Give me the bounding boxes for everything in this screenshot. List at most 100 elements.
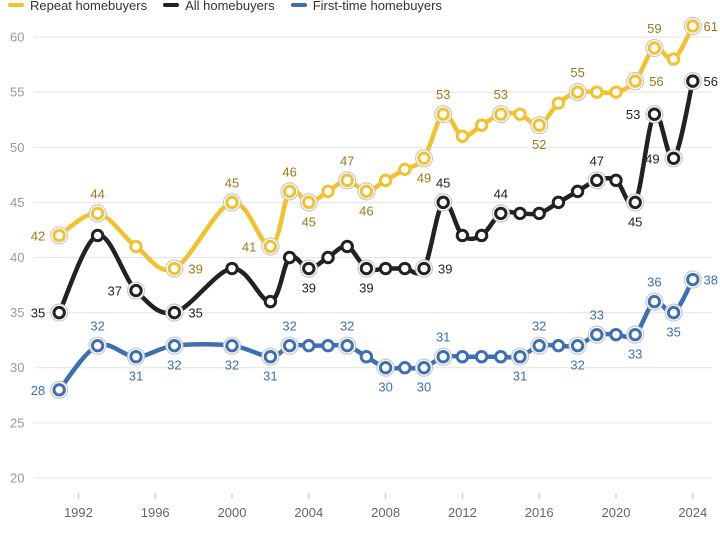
marker-first-time-2003[interactable] [282, 338, 297, 353]
marker-repeat-2011[interactable] [436, 107, 450, 121]
marker-first-time-2022[interactable] [647, 294, 662, 309]
marker-first-time-2000[interactable] [225, 338, 239, 353]
marker-repeat-2019[interactable] [590, 85, 604, 99]
marker-first-time-2008[interactable] [378, 361, 393, 375]
marker-first-time-2021[interactable] [628, 327, 642, 342]
marker-all-2023[interactable] [666, 151, 681, 165]
marker-repeat-2004[interactable] [302, 195, 316, 210]
marker-repeat-2012[interactable] [455, 129, 470, 143]
marker-repeat-1995[interactable] [129, 239, 143, 254]
marker-repeat-2005[interactable] [321, 184, 335, 199]
marker-repeat-2021[interactable] [628, 74, 642, 88]
legend-item-first-time-homebuyers[interactable]: First-time homebuyers [290, 0, 442, 13]
legend-item-repeat-homebuyers[interactable]: Repeat homebuyers [8, 0, 147, 13]
marker-first-time-2005[interactable] [321, 338, 335, 353]
marker-all-1997[interactable] [167, 305, 182, 320]
marker-first-time-2004[interactable] [302, 338, 316, 353]
marker-repeat-2007[interactable] [359, 184, 374, 199]
marker-all-2016[interactable] [532, 206, 546, 221]
marker-all-1991[interactable] [52, 305, 66, 320]
data-label-repeat-1991: 42 [31, 228, 45, 243]
data-label-first-time-2019: 33 [590, 308, 604, 323]
marker-first-time-2011[interactable] [436, 350, 450, 364]
marker-all-2002[interactable] [263, 294, 278, 309]
marker-all-2020[interactable] [609, 173, 623, 188]
marker-repeat-2014[interactable] [494, 107, 508, 121]
marker-first-time-2015[interactable] [513, 350, 527, 364]
marker-all-1995[interactable] [129, 283, 143, 298]
marker-repeat-2020[interactable] [609, 85, 623, 99]
marker-all-2013[interactable] [474, 228, 489, 243]
marker-repeat-2000[interactable] [225, 195, 239, 210]
data-label-all-1997: 35 [188, 306, 202, 321]
marker-all-2018[interactable] [570, 184, 585, 199]
y-tick-label-20: 20 [10, 470, 24, 485]
marker-all-2008[interactable] [378, 261, 393, 276]
marker-all-2004[interactable] [302, 261, 316, 276]
marker-repeat-2010[interactable] [417, 151, 431, 165]
marker-first-time-2014[interactable] [494, 350, 508, 364]
marker-repeat-2013[interactable] [474, 118, 489, 132]
marker-first-time-2024[interactable] [686, 272, 700, 287]
marker-all-2011[interactable] [436, 195, 450, 210]
marker-first-time-2007[interactable] [359, 350, 374, 364]
data-label-first-time-1991: 28 [31, 383, 45, 398]
marker-all-2007[interactable] [359, 261, 374, 276]
marker-repeat-1997[interactable] [167, 261, 182, 276]
marker-repeat-2009[interactable] [398, 162, 412, 177]
data-label-first-time-2023: 35 [666, 325, 680, 340]
marker-all-2010[interactable] [417, 261, 431, 276]
marker-all-2006[interactable] [340, 239, 354, 254]
marker-all-2000[interactable] [225, 261, 239, 276]
data-label-first-time-1995: 31 [129, 369, 143, 384]
marker-repeat-2024[interactable] [686, 19, 700, 33]
data-label-all-2019: 47 [590, 153, 604, 168]
marker-all-2017[interactable] [551, 195, 566, 210]
marker-repeat-2023[interactable] [666, 52, 681, 66]
marker-repeat-1991[interactable] [52, 228, 66, 243]
marker-all-2015[interactable] [513, 206, 527, 221]
marker-first-time-2020[interactable] [609, 327, 623, 342]
marker-all-2014[interactable] [494, 206, 508, 221]
marker-first-time-2019[interactable] [590, 327, 604, 342]
marker-repeat-2015[interactable] [513, 107, 527, 121]
marker-all-1993[interactable] [90, 228, 105, 243]
marker-repeat-2022[interactable] [647, 41, 662, 55]
marker-repeat-2017[interactable] [551, 96, 566, 110]
marker-all-2019[interactable] [590, 173, 604, 188]
marker-repeat-2008[interactable] [378, 173, 393, 188]
data-label-all-2010: 39 [438, 262, 452, 277]
marker-all-2021[interactable] [628, 195, 642, 210]
marker-first-time-1993[interactable] [90, 338, 105, 353]
data-label-repeat-2003: 46 [282, 164, 296, 179]
marker-all-2005[interactable] [321, 250, 335, 265]
marker-first-time-2012[interactable] [455, 350, 470, 364]
marker-all-2024[interactable] [686, 74, 700, 88]
marker-first-time-2016[interactable] [532, 338, 546, 353]
marker-first-time-2009[interactable] [398, 361, 412, 375]
marker-repeat-2003[interactable] [282, 184, 297, 199]
marker-first-time-2002[interactable] [263, 350, 278, 364]
marker-first-time-2006[interactable] [340, 338, 354, 353]
marker-first-time-2010[interactable] [417, 361, 431, 375]
marker-repeat-2018[interactable] [570, 85, 585, 99]
marker-repeat-2016[interactable] [532, 118, 546, 132]
marker-repeat-1993[interactable] [90, 206, 105, 221]
marker-first-time-2017[interactable] [551, 338, 566, 353]
marker-all-2012[interactable] [455, 228, 470, 243]
marker-all-2009[interactable] [398, 261, 412, 276]
data-label-repeat-2004: 45 [302, 214, 316, 229]
marker-first-time-2018[interactable] [570, 338, 585, 353]
marker-first-time-1997[interactable] [167, 338, 182, 353]
marker-all-2003[interactable] [282, 250, 297, 265]
marker-first-time-2013[interactable] [474, 350, 489, 364]
marker-first-time-1991[interactable] [52, 383, 66, 397]
data-label-repeat-2006: 47 [340, 153, 354, 168]
marker-repeat-2006[interactable] [340, 173, 354, 188]
marker-repeat-2002[interactable] [263, 239, 278, 254]
legend-item-all-homebuyers[interactable]: All homebuyers [163, 0, 275, 13]
marker-first-time-2023[interactable] [666, 305, 681, 320]
marker-all-2022[interactable] [647, 107, 662, 121]
marker-first-time-1995[interactable] [129, 350, 143, 364]
